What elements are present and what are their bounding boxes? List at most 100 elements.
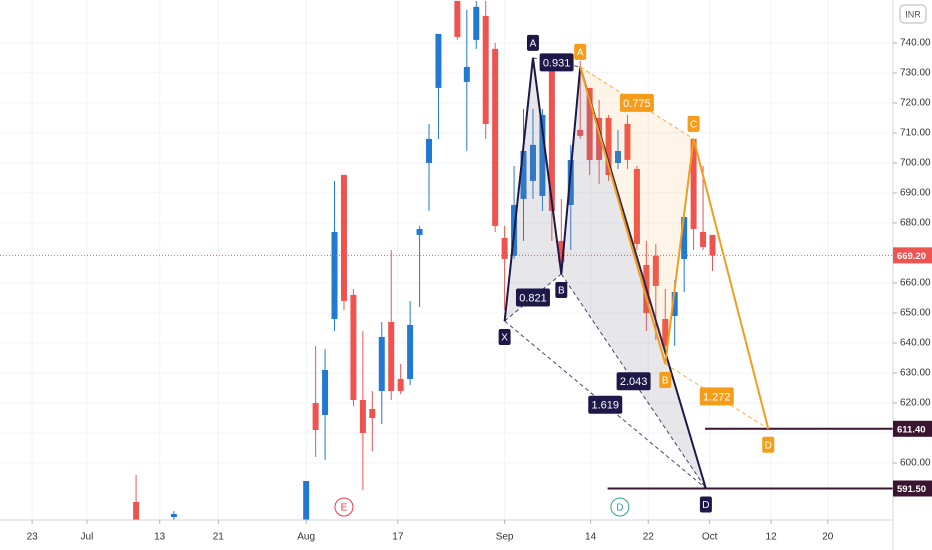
ratio-box: [539, 53, 574, 72]
ratio-label: 1.272: [703, 391, 731, 403]
pattern-fill: [580, 66, 694, 364]
event-marker[interactable]: [334, 497, 354, 517]
candle-body: [340, 174, 347, 301]
candle-body: [690, 138, 697, 229]
candle-body: [359, 399, 366, 433]
candle-body: [605, 117, 612, 175]
price-label: 611.40: [897, 424, 926, 435]
ratio-box: [515, 288, 550, 307]
ratio-box: [616, 372, 651, 391]
candle-body: [652, 255, 659, 286]
price-label-box: [893, 247, 932, 264]
axes: 600.00610.00620.00630.00640.00650.00660.…: [27, 38, 932, 543]
candle-body: [558, 240, 565, 262]
candle-body: [170, 513, 177, 517]
point-label: D: [702, 500, 709, 511]
x-tick-label: 23: [27, 532, 39, 543]
currency-badge[interactable]: [899, 4, 927, 24]
price-label-box: [893, 480, 932, 497]
y-tick-label: 740.00: [900, 38, 931, 49]
candle-body: [312, 402, 319, 430]
candle-body: [520, 150, 527, 199]
event-label: E: [341, 503, 348, 514]
candle-body: [435, 33, 442, 88]
x-tick-label: Oct: [702, 532, 718, 543]
ratio-line: [664, 363, 769, 430]
y-tick-label: 710.00: [900, 128, 931, 139]
x-tick-label: 20: [822, 532, 834, 543]
candle-body: [548, 69, 555, 211]
ratio-line: [579, 66, 694, 140]
currency-label: INR: [905, 9, 921, 19]
ratio-box: [699, 387, 734, 406]
y-tick-label: 700.00: [900, 158, 931, 169]
point-label: D: [765, 440, 772, 451]
y-tick-label: 640.00: [900, 338, 931, 349]
x-tick-label: Jul: [81, 532, 94, 543]
candle-body: [133, 501, 140, 520]
candle-body: [322, 369, 329, 415]
x-tick-label: 21: [213, 532, 225, 543]
pattern-fill: [504, 57, 562, 322]
price-label-box: [893, 420, 932, 437]
candle-body: [426, 138, 433, 163]
point-label: B: [558, 286, 565, 297]
point-box: [498, 329, 511, 346]
point-label: X: [501, 333, 508, 344]
point-box: [762, 436, 775, 453]
candle-body: [529, 144, 536, 181]
candle-body: [567, 159, 574, 205]
pattern-line: [503, 57, 707, 489]
candle-body: [681, 216, 688, 259]
event-label: D: [616, 503, 623, 514]
candle-body: [586, 87, 593, 160]
x-tick-label: Sep: [496, 532, 514, 543]
x-tick-label: 12: [766, 532, 778, 543]
y-tick-label: 720.00: [900, 98, 931, 109]
candle-body: [709, 234, 716, 256]
ratio-label: 0.931: [543, 57, 571, 69]
candle-body: [577, 129, 584, 136]
y-tick-label: 660.00: [900, 278, 931, 289]
candle-body: [331, 231, 338, 319]
candle-body: [397, 378, 404, 391]
ratio-label: 0.821: [519, 292, 547, 304]
point-label: A: [530, 39, 537, 50]
x-tick-label: 13: [154, 532, 166, 543]
point-box: [526, 34, 539, 51]
candle-body: [539, 114, 546, 196]
candle-body: [596, 117, 603, 160]
candle-body: [700, 231, 707, 247]
candle-body: [671, 291, 678, 316]
candle-body: [501, 237, 508, 259]
candle-body: [350, 294, 357, 400]
y-tick-label: 630.00: [900, 368, 931, 379]
y-tick-label: 690.00: [900, 188, 931, 199]
y-tick-label: 620.00: [900, 398, 931, 409]
point-label: A: [577, 48, 584, 59]
candle-body: [388, 321, 395, 391]
candle-body: [615, 150, 622, 163]
point-label: B: [662, 376, 669, 387]
y-tick-label: 730.00: [900, 68, 931, 79]
point-box: [555, 281, 568, 298]
ratio-box: [619, 93, 654, 112]
event-marker[interactable]: [610, 497, 630, 517]
candle-body: [463, 66, 470, 82]
x-tick-label: 22: [643, 532, 655, 543]
ratio-box: [588, 395, 623, 414]
ratio-label: 1.619: [591, 400, 619, 412]
candle-body: [633, 168, 640, 244]
y-tick-label: 600.00: [900, 458, 931, 469]
candle-body: [624, 123, 631, 160]
pattern-line: [579, 66, 770, 430]
point-box: [659, 371, 672, 388]
point-box: [699, 496, 712, 513]
candle-body: [454, 0, 461, 37]
x-tick-label: Aug: [297, 532, 315, 543]
candle-body: [492, 48, 499, 226]
candle-body: [473, 6, 480, 40]
point-box: [574, 43, 587, 60]
